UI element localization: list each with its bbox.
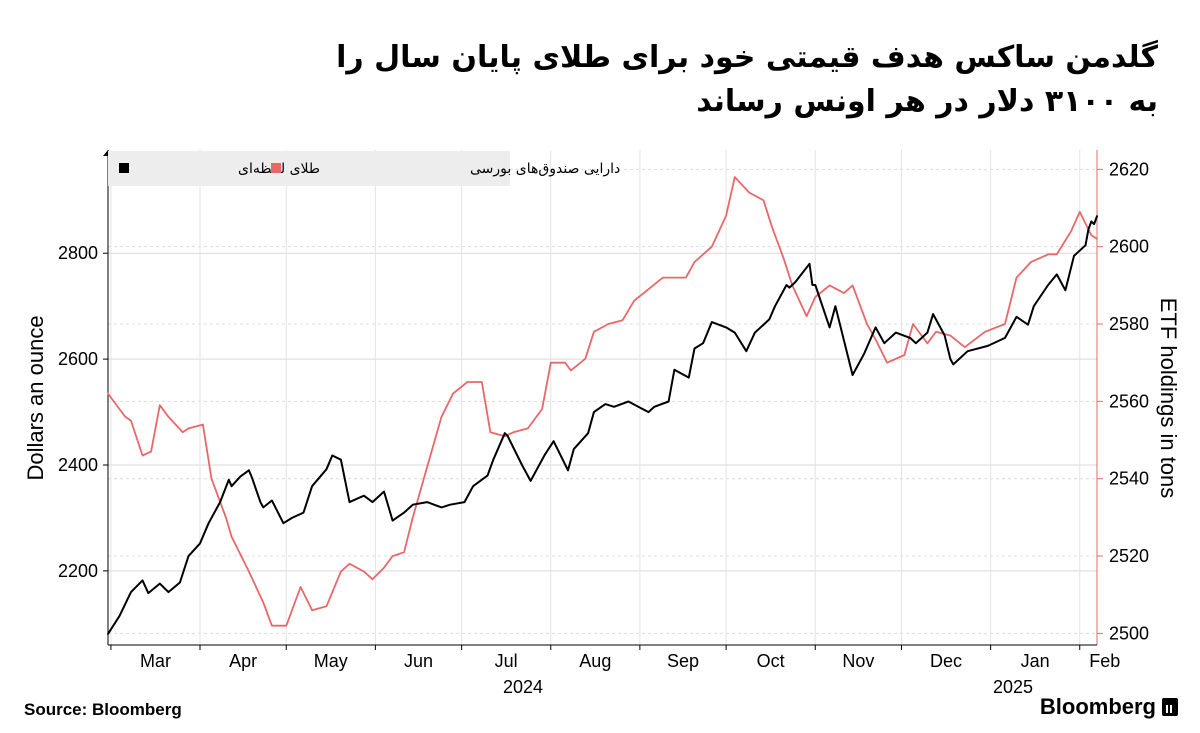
right-tick-label-2560: 2560 [1109,391,1149,411]
left-tick-label-2200: 2200 [58,561,98,581]
x-tick-label-May: May [314,651,348,671]
right-tick-label-2540: 2540 [1109,469,1149,489]
x-year-2024: 2024 [503,677,543,697]
legend-swatch-etf [271,163,281,173]
x-tick-label-Sep: Sep [667,651,699,671]
bloomberg-icon [1162,698,1178,716]
legend-swatch-gold [119,163,129,173]
source-label: Source: [24,700,88,719]
x-tick-label-Jul: Jul [495,651,518,671]
series-layer [107,176,1098,635]
x-tick-label-Dec: Dec [930,651,962,671]
left-tick-label-2600: 2600 [58,349,98,369]
source-name: Bloomberg [92,700,182,719]
series-line-etf-holdings [107,176,1098,627]
x-tick-label-Jan: Jan [1021,651,1050,671]
legend-label-etf: دارایی صندوق‌های بورسی [470,161,620,177]
gridlines [108,150,1097,645]
legend: طلای لحظه‌ای دارایی صندوق‌های بورسی [108,151,620,186]
right-tick-label-2520: 2520 [1109,546,1149,566]
x-tick-label-Oct: Oct [757,651,785,671]
chart-title: گلدمن ساکس هدف قیمتی خود برای طلای پایان… [58,36,1158,124]
x-tick-label-Apr: Apr [229,651,257,671]
title-line-2: به ۳۱۰۰ دلار در هر اونس رساند [696,84,1158,119]
series-line-spot-gold [107,215,1098,635]
right-tick-label-2600: 2600 [1109,237,1149,257]
left-axis-label: Dollars an ounce [23,315,48,480]
title-line-1: گلدمن ساکس هدف قیمتی خود برای طلای پایان… [336,40,1158,75]
x-tick-label-Nov: Nov [842,651,874,671]
right-tick-label-2500: 2500 [1109,623,1149,643]
x-tick-label-Jun: Jun [404,651,433,671]
x-tick-label-Feb: Feb [1089,651,1120,671]
brand: Bloomberg [1040,694,1178,720]
month-ticks: Mar Apr May Jun Jul Aug Sep Oct Nov Dec Jan Feb [110,645,1120,671]
right-tick-label-2580: 2580 [1109,314,1149,334]
x-year-2025: 2025 [993,677,1033,697]
x-tick-label-Aug: Aug [579,651,611,671]
left-tick-label-2400: 2400 [58,455,98,475]
left-tick-label-2800: 2800 [58,243,98,263]
right-axis-label: ETF holdings in tons [1156,298,1181,499]
legend-background [108,151,510,186]
x-tick-label-Mar: Mar [140,651,171,671]
source-note: Source: Bloomberg [24,700,182,720]
brand-name: Bloomberg [1039,694,1156,719]
right-axis-ticks: 2500 2520 2540 2560 2580 2600 2620 [1097,159,1149,643]
left-axis-ticks: 2200 2400 2600 2800 [58,243,108,581]
right-tick-label-2620: 2620 [1109,159,1149,179]
